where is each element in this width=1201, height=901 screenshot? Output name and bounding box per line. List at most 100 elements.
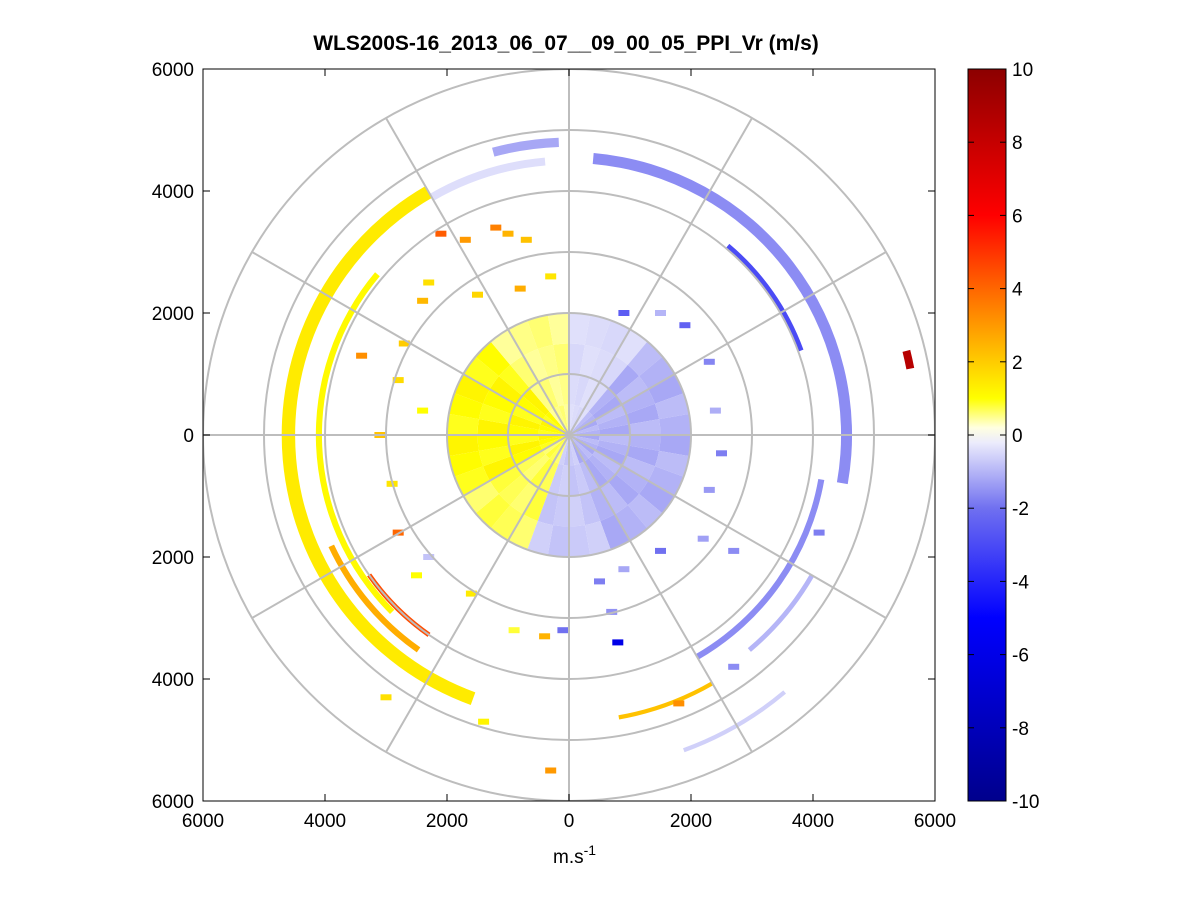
velocity-bin bbox=[508, 320, 538, 356]
velocity-bin bbox=[629, 435, 661, 451]
velocity-bin bbox=[618, 310, 630, 316]
velocity-bin bbox=[615, 376, 649, 405]
velocity-bin bbox=[527, 314, 554, 350]
velocity-bin bbox=[588, 454, 616, 482]
velocity-bin bbox=[548, 374, 564, 407]
velocity-bin bbox=[538, 424, 569, 435]
velocity-bin bbox=[569, 429, 600, 435]
velocity-bin bbox=[558, 404, 569, 435]
velocity-bin bbox=[490, 505, 524, 541]
velocity-bin bbox=[592, 395, 622, 420]
velocity-bin bbox=[612, 639, 624, 646]
x-tick-label: 6000 bbox=[914, 811, 956, 832]
velocity-bin bbox=[483, 389, 517, 415]
velocity-bin bbox=[545, 767, 557, 774]
velocity-bin bbox=[599, 481, 628, 515]
velocity-bin bbox=[614, 329, 648, 365]
x-tick-label: 4000 bbox=[304, 811, 346, 832]
velocity-arc bbox=[315, 272, 395, 615]
velocity-bin bbox=[417, 407, 429, 414]
velocity-bin bbox=[659, 413, 691, 435]
colorbar-tick-label: 10 bbox=[1012, 60, 1033, 81]
velocity-bin bbox=[654, 450, 690, 477]
x-tick-label: 0 bbox=[564, 811, 575, 832]
colorbar-tick-label: 4 bbox=[1012, 280, 1023, 301]
velocity-bin bbox=[608, 474, 640, 506]
velocity-bin bbox=[508, 414, 541, 430]
velocity-bin bbox=[548, 463, 564, 496]
velocity-bin bbox=[589, 349, 615, 383]
velocity-bin bbox=[448, 393, 484, 420]
velocity-bin bbox=[538, 429, 569, 435]
velocity-arc bbox=[902, 349, 915, 370]
velocity-bin bbox=[463, 480, 499, 514]
colorbar-tick-label: -8 bbox=[1012, 719, 1029, 740]
velocity-bin bbox=[459, 236, 471, 243]
velocity-bin bbox=[621, 389, 655, 415]
colorbar-tick-label: -6 bbox=[1012, 646, 1029, 667]
velocity-bin bbox=[502, 230, 514, 237]
velocity-bin bbox=[553, 343, 569, 375]
azimuth-spoke bbox=[251, 434, 570, 619]
velocity-bin bbox=[454, 374, 490, 404]
velocity-bin bbox=[520, 236, 532, 243]
velocity-field bbox=[281, 137, 915, 774]
velocity-bin bbox=[498, 474, 530, 506]
velocity-bin bbox=[478, 403, 512, 425]
colorbar: 10 8 6 4 2 0 -2 -4 -6 -8 -10 bbox=[967, 60, 1039, 813]
velocity-bin bbox=[511, 445, 543, 466]
velocity-bin bbox=[569, 525, 591, 557]
velocity-bin bbox=[508, 440, 541, 456]
x-tick-label: 2000 bbox=[670, 811, 712, 832]
velocity-bin bbox=[557, 627, 569, 634]
azimuth-spoke bbox=[568, 117, 753, 436]
velocity-bin bbox=[435, 230, 447, 237]
colorbar-gradient bbox=[968, 69, 1006, 801]
velocity-bin bbox=[579, 461, 600, 493]
velocity-bin bbox=[597, 414, 630, 430]
velocity-bin bbox=[477, 419, 509, 435]
azimuth-spoke bbox=[568, 434, 753, 753]
x-tick-label: 2000 bbox=[426, 811, 468, 832]
velocity-arc bbox=[367, 573, 431, 637]
x-axis-label: m.s-1 bbox=[553, 842, 596, 868]
x-tick-label: 4000 bbox=[792, 811, 834, 832]
velocity-bin bbox=[569, 465, 580, 496]
velocity-bin bbox=[654, 393, 690, 420]
velocity-bin bbox=[569, 435, 593, 459]
velocity-bin bbox=[621, 455, 655, 481]
velocity-bin bbox=[728, 663, 740, 670]
velocity-bin bbox=[489, 376, 523, 405]
velocity-bin bbox=[356, 352, 368, 359]
velocity-bin bbox=[380, 694, 392, 701]
colorbar-tick-label: 8 bbox=[1012, 133, 1023, 154]
velocity-bin bbox=[539, 633, 551, 640]
velocity-bin bbox=[478, 445, 512, 467]
velocity-bin bbox=[508, 627, 520, 634]
velocity-bin bbox=[490, 329, 524, 365]
velocity-bin bbox=[454, 466, 490, 496]
velocity-bin bbox=[569, 495, 585, 527]
colorbar-tick-label: -4 bbox=[1012, 572, 1029, 593]
velocity-bin bbox=[579, 344, 601, 378]
velocity-bin bbox=[648, 374, 684, 404]
velocity-bin bbox=[600, 514, 630, 550]
velocity-bin bbox=[537, 492, 559, 526]
velocity-bin bbox=[516, 395, 546, 420]
velocity-bin bbox=[545, 411, 569, 435]
velocity-bin bbox=[511, 404, 543, 425]
velocity-bin bbox=[545, 273, 557, 280]
velocity-bin bbox=[574, 463, 590, 496]
velocity-bin bbox=[813, 529, 825, 536]
velocity-bin bbox=[510, 481, 539, 515]
velocity-bin bbox=[475, 493, 511, 529]
velocity-bin bbox=[608, 364, 640, 396]
velocity-bin bbox=[569, 374, 580, 405]
velocity-bin bbox=[529, 458, 554, 488]
velocity-bin bbox=[709, 407, 721, 414]
chart-title: WLS200S-16_2013_06_07__09_00_05_PPI_Vr (… bbox=[313, 32, 819, 55]
velocity-bin bbox=[569, 411, 593, 435]
y-tick-label: 6000 bbox=[152, 792, 194, 813]
velocity-bin bbox=[478, 718, 490, 725]
